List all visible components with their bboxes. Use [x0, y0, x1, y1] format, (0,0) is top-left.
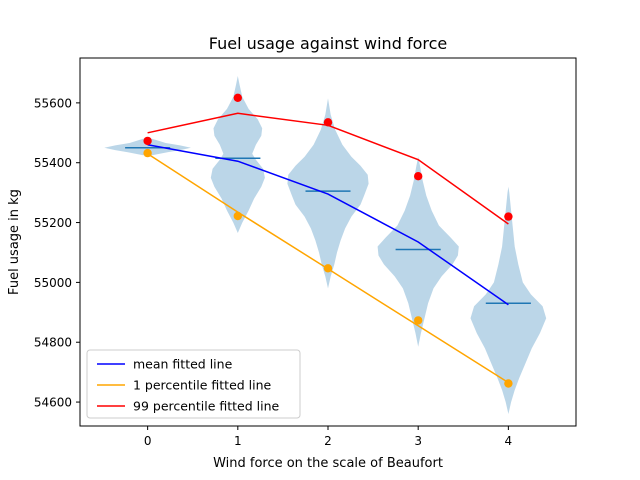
- y-axis-ticks: 54600 54800 55000 55200 55400 55600: [34, 96, 80, 410]
- legend: mean fitted line 1 percentile fitted line…: [86, 349, 301, 419]
- x-tick-label-2: 2: [324, 434, 332, 448]
- points-group: [143, 93, 513, 388]
- point-1-1: [233, 93, 242, 103]
- point-0-1: [233, 211, 242, 221]
- point-0-0: [143, 148, 152, 158]
- y-tick-label-0: 54600: [34, 396, 72, 410]
- x-axis-label: Wind force on the scale of Beaufort: [213, 456, 443, 471]
- y-tick-label-3: 55200: [34, 216, 72, 230]
- point-1-4: [504, 212, 513, 221]
- point-0-2: [323, 264, 333, 273]
- x-tick-label-3: 3: [414, 434, 422, 448]
- point-1-2: [323, 118, 333, 127]
- point-1-3: [414, 172, 423, 181]
- point-0-4: [504, 379, 513, 388]
- y-tick-label-2: 55000: [34, 276, 72, 290]
- point-1-0: [143, 136, 152, 146]
- violin-3: [377, 156, 459, 347]
- y-tick-label-4: 55400: [34, 156, 72, 170]
- y-tick-label-5: 55600: [34, 96, 72, 110]
- legend-label-1: 1 percentile fitted line: [133, 378, 272, 393]
- x-axis-ticks: 0 1 2 3 4: [144, 426, 512, 448]
- x-tick-label-4: 4: [505, 434, 513, 448]
- y-tick-label-1: 54800: [34, 336, 72, 350]
- x-tick-label-0: 0: [144, 434, 152, 448]
- violin-4: [470, 186, 547, 414]
- chart-title: Fuel usage against wind force: [209, 34, 447, 53]
- legend-label-0: mean fitted line: [133, 357, 233, 372]
- legend-frame: [86, 349, 301, 419]
- violin-0: [104, 138, 191, 156]
- y-axis-label: Fuel usage in kg: [7, 189, 22, 295]
- legend-label-2: 99 percentile fitted line: [133, 399, 280, 414]
- series-line-0: [147, 144, 509, 306]
- x-tick-label-1: 1: [234, 434, 242, 448]
- point-0-3: [414, 316, 423, 325]
